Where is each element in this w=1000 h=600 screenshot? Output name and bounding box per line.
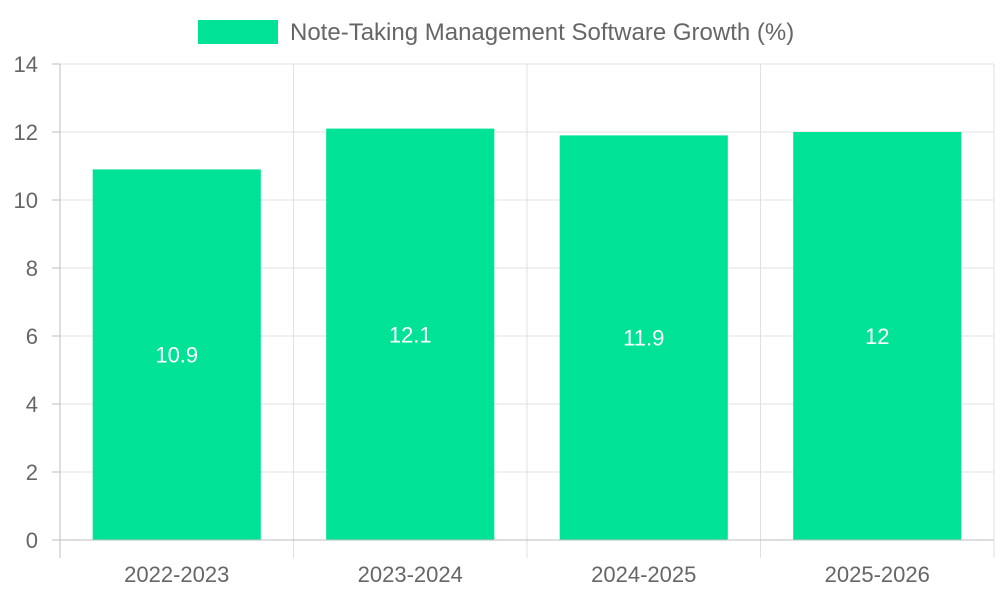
y-tick-label: 12 bbox=[14, 120, 38, 145]
y-tick-label: 14 bbox=[14, 52, 38, 77]
x-tick-label: 2024-2025 bbox=[591, 562, 696, 587]
y-tick-label: 0 bbox=[26, 528, 38, 553]
labels: 0 2 4 6 8 10 12 14 10.9 2022-2023 12.1 2023-2024 11.… bbox=[14, 52, 930, 587]
y-tick-label: 4 bbox=[26, 392, 38, 417]
bar[interactable] bbox=[559, 135, 728, 540]
x-tick-label: 2025-2026 bbox=[825, 562, 930, 587]
bar[interactable] bbox=[92, 169, 261, 540]
bar-data-label: 10.9 bbox=[155, 343, 198, 368]
y-tick-label: 10 bbox=[14, 188, 38, 213]
bars bbox=[92, 128, 962, 540]
bar-data-label: 11.9 bbox=[623, 326, 664, 351]
bar-data-label: 12.1 bbox=[389, 322, 432, 347]
bar[interactable] bbox=[793, 132, 962, 540]
y-tick-label: 6 bbox=[26, 324, 38, 349]
legend-swatch[interactable] bbox=[198, 20, 278, 44]
y-tick-label: 8 bbox=[26, 256, 38, 281]
x-tick-label: 2022-2023 bbox=[124, 562, 229, 587]
legend[interactable]: Note-Taking Management Software Growth (… bbox=[198, 19, 794, 46]
axes bbox=[52, 63, 994, 541]
x-tick-label: 2023-2024 bbox=[358, 562, 463, 587]
legend-label[interactable]: Note-Taking Management Software Growth (… bbox=[290, 19, 794, 46]
bar[interactable] bbox=[326, 128, 495, 540]
bar-data-label: 12 bbox=[865, 324, 889, 349]
y-tick-label: 2 bbox=[26, 460, 38, 485]
